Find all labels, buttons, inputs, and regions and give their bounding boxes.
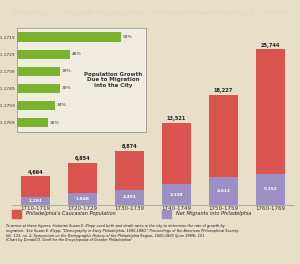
Text: Philadelphia's Caucasian Population: Philadelphia's Caucasian Population <box>26 211 115 216</box>
Bar <box>68 163 97 205</box>
Text: 39%: 39% <box>62 86 72 90</box>
Bar <box>209 95 238 205</box>
Bar <box>16 101 55 110</box>
Text: 93%: 93% <box>122 35 132 39</box>
Bar <box>256 173 285 205</box>
Bar <box>21 197 50 205</box>
Text: 13,521: 13,521 <box>167 116 186 121</box>
Text: 5,152: 5,152 <box>264 187 278 191</box>
Bar <box>116 190 144 205</box>
Text: 18,227: 18,227 <box>214 88 233 93</box>
Text: Philadelphia's European Population Due to Immigration and Migration, 1710-1769: Philadelphia's European Population Due t… <box>14 10 286 16</box>
Bar <box>162 210 171 218</box>
Bar <box>16 50 70 59</box>
Bar <box>12 210 21 218</box>
Bar <box>21 177 50 205</box>
Text: 2,491: 2,491 <box>122 195 136 199</box>
Text: 1,291: 1,291 <box>28 199 43 203</box>
Bar <box>16 118 48 127</box>
Bar <box>16 32 121 42</box>
Text: 3,338: 3,338 <box>170 192 183 196</box>
Text: 4,664: 4,664 <box>28 170 43 175</box>
Bar <box>162 185 190 205</box>
Bar <box>16 67 60 76</box>
Text: 39%: 39% <box>62 69 72 73</box>
Text: 1,848: 1,848 <box>76 197 89 201</box>
Text: 48%: 48% <box>72 52 82 56</box>
Bar <box>116 151 144 205</box>
Text: Population Growth
Due to Migration
into the City: Population Growth Due to Migration into … <box>84 72 142 88</box>
Bar <box>162 123 190 205</box>
Bar <box>16 84 60 93</box>
Text: 28%: 28% <box>50 121 59 125</box>
Text: 6,854: 6,854 <box>75 157 90 162</box>
Bar <box>68 194 97 205</box>
Text: To arrive at these figures, historian Susan E. Klepp used birth and death rates : To arrive at these figures, historian Su… <box>6 224 239 242</box>
Text: 34%: 34% <box>56 103 66 107</box>
Text: Net Migrants into Philadelphia: Net Migrants into Philadelphia <box>176 211 251 216</box>
Text: 8,874: 8,874 <box>122 144 137 149</box>
Text: 25,744: 25,744 <box>261 43 280 48</box>
Bar <box>209 177 238 205</box>
Text: 4,612: 4,612 <box>217 189 230 193</box>
Bar <box>256 49 285 205</box>
